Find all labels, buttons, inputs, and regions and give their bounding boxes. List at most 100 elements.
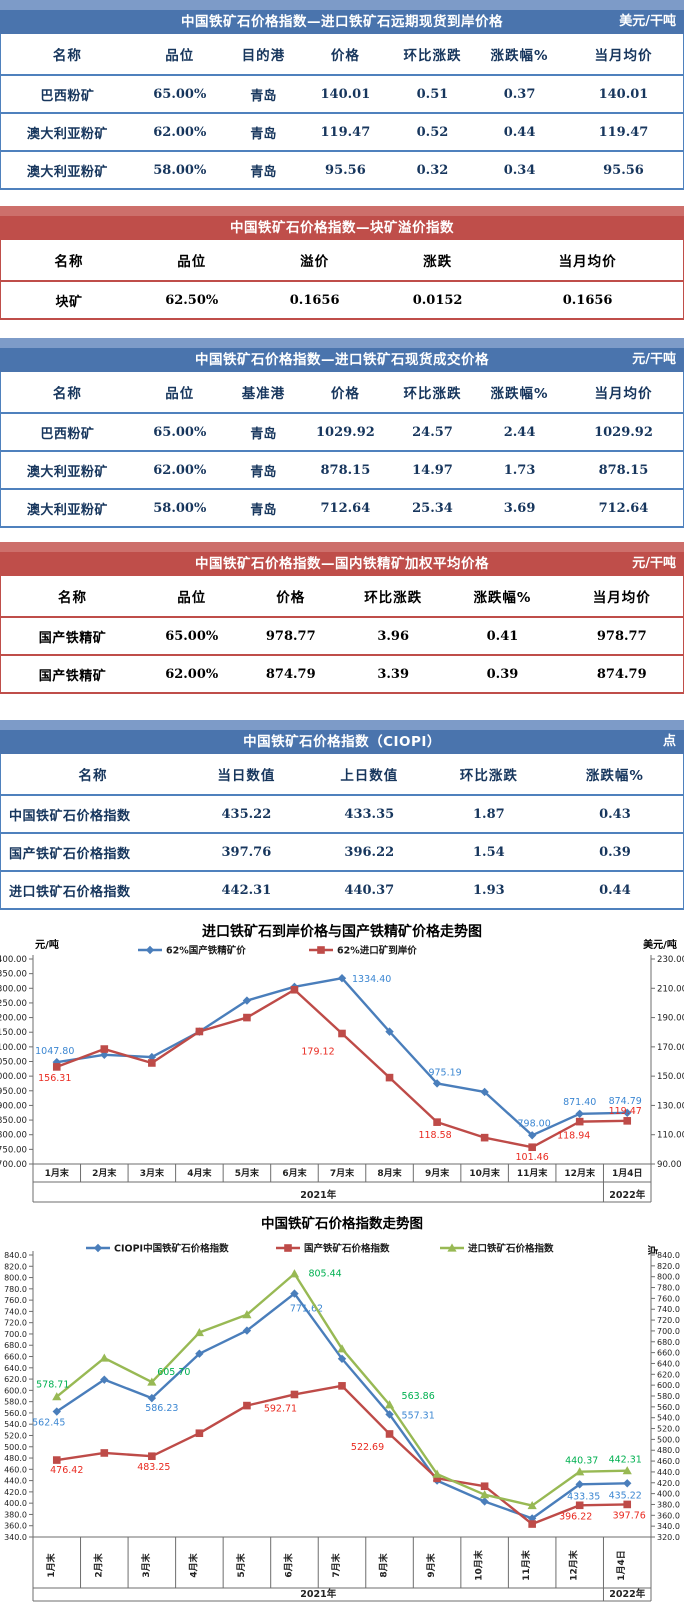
right-tick-label: 620.0 — [657, 1370, 680, 1379]
value-cell: 1.54 — [430, 833, 547, 872]
row-name-cell: 澳大利亚粉矿 — [0, 451, 134, 490]
right-tick-label: 320.0 — [657, 1533, 680, 1542]
right-tick-label: 420.0 — [657, 1479, 680, 1488]
left-tick-label: 800.0 — [4, 1274, 27, 1283]
category-label: 3月末 — [140, 1167, 165, 1179]
row-name-cell: 澳大利亚粉矿 — [0, 113, 134, 152]
column-header: 环比涨跌 — [430, 754, 547, 796]
right-tick-label: 460.0 — [657, 1457, 680, 1466]
data-label: 179.12 — [301, 1047, 334, 1058]
left-tick-label: 700.00 — [0, 1160, 27, 1170]
category-label: 4月末 — [187, 1167, 212, 1179]
column-header: 当月均价 — [560, 576, 684, 618]
table-unit: 元/干吨 — [632, 556, 676, 571]
left-tick-label: 720.0 — [4, 1319, 27, 1328]
column-header: 基准港 — [225, 372, 301, 414]
category-label: 10月末 — [473, 1549, 485, 1581]
marker-triangle — [242, 1310, 252, 1319]
left-tick-label: 800.00 — [0, 1131, 27, 1141]
year-label: 2021年 — [300, 1588, 336, 1600]
value-cell: 0.34 — [475, 151, 564, 190]
value-cell: 62.00% — [143, 655, 240, 694]
value-cell: 青岛 — [225, 151, 301, 190]
marker-square — [290, 1390, 299, 1399]
value-cell: 433.35 — [307, 795, 431, 834]
table-row: 国产铁精矿 65.00% 978.77 3.96 0.41 978.77 — [0, 617, 684, 656]
chart-legend: CIOPI中国铁矿石价格指数 国产铁矿石价格指数 进口铁矿石价格指数 — [86, 1243, 554, 1255]
right-tick-label: 130.00 — [657, 1101, 684, 1111]
left-tick-label: 740.0 — [4, 1307, 27, 1316]
value-cell: 0.1656 — [492, 281, 684, 320]
marker-square — [623, 1500, 632, 1509]
right-tick-label: 400.0 — [657, 1490, 680, 1499]
data-label: 771.62 — [290, 1304, 323, 1315]
marker-triangle — [194, 1327, 204, 1337]
left-tick-label: 1000.00 — [0, 1072, 27, 1082]
value-cell: 1029.92 — [563, 413, 684, 452]
series-square: 156.31 179.12 118.58 101.46 118.94 119.47 — [38, 985, 642, 1163]
left-tick-label: 820.0 — [4, 1262, 27, 1271]
right-tick-label: 500.0 — [657, 1435, 680, 1444]
column-header: 涨跌 — [382, 240, 493, 282]
category-label: 8月末 — [377, 1167, 402, 1179]
row-name-cell: 巴西粉矿 — [0, 413, 134, 452]
table-grid: 名称 品位 价格 环比涨跌 涨跌幅% 当月均价 国产铁精矿 65.00% 978.77 3.96 0… — [0, 576, 684, 694]
table-grid: 名称 品位 溢价 涨跌 当月均价 块矿 62.50% 0.1656 0.0152 0.1656 — [0, 240, 684, 320]
right-tick-label: 820.0 — [657, 1262, 680, 1271]
table-row: 澳大利亚粉矿 58.00% 青岛 95.56 0.32 0.34 95.56 — [0, 151, 684, 190]
data-label: 119.47 — [609, 1106, 642, 1117]
column-header: 品位 — [133, 372, 226, 414]
marker-triangle — [52, 1392, 62, 1401]
marker-triangle — [480, 1490, 490, 1499]
left-tick-label: 680.0 — [4, 1341, 27, 1350]
axes: 1400.00 1350.00 1300.00 1250.00 1200.00 1150.… — [0, 955, 684, 1202]
left-tick-label: 440.0 — [4, 1477, 27, 1486]
legend-label: 国产铁矿石价格指数 — [304, 1243, 390, 1255]
value-cell: 65.00% — [133, 75, 226, 114]
table-title-bar: 中国铁矿石价格指数（CIOPI） 点 — [0, 720, 684, 754]
data-label: 592.71 — [264, 1403, 297, 1414]
marker-square — [528, 1520, 536, 1528]
value-cell: 0.41 — [444, 617, 561, 656]
table-unit: 美元/干吨 — [619, 14, 676, 29]
marker-square — [52, 1456, 61, 1464]
data-label: 435.22 — [609, 1490, 642, 1501]
column-header: 价格 — [301, 372, 390, 414]
column-header: 环比涨跌 — [389, 34, 476, 76]
right-tick-label: 480.0 — [657, 1446, 680, 1455]
right-tick-label: 110.00 — [657, 1131, 684, 1141]
column-header: 名称 — [0, 754, 185, 796]
row-name-cell: 国产铁精矿 — [0, 655, 144, 694]
data-label: 1334.40 — [352, 974, 391, 985]
data-label: 522.69 — [351, 1442, 384, 1453]
value-cell: 435.22 — [184, 795, 308, 834]
legend-label: CIOPI中国铁矿石价格指数 — [114, 1243, 229, 1255]
left-tick-label: 1200.00 — [0, 1014, 27, 1024]
price-table-lump-premium: 中国铁矿石价格指数—块矿溢价指数 名称 品位 溢价 涨跌 当月均价 块矿 62.50% 0.1… — [0, 206, 684, 320]
value-cell: 874.79 — [239, 655, 342, 694]
marker-diamond — [575, 1109, 584, 1119]
value-cell: 0.39 — [546, 833, 684, 872]
data-label: 975.19 — [428, 1067, 461, 1078]
right-tick-label: 720.0 — [657, 1316, 680, 1325]
right-tick-label: 800.0 — [657, 1273, 680, 1282]
year-label: 2022年 — [609, 1189, 645, 1201]
column-header: 当月均价 — [492, 240, 684, 282]
marker-triangle — [337, 1344, 347, 1353]
table-title-bar: 中国铁矿石价格指数—国内铁精矿加权平均价格 元/干吨 — [0, 542, 684, 576]
left-tick-label: 580.0 — [4, 1398, 27, 1407]
series-diamond: 1047.80 1334.40 975.19 798.00 871.40 874.79 — [35, 974, 642, 1140]
category-label: 9月末 — [425, 1167, 450, 1179]
table-grid: 名称 品位 基准港 价格 环比涨跌 涨跌幅% 当月均价 巴西粉矿 65.00% 青岛 1029.92… — [0, 372, 684, 528]
column-header: 名称 — [0, 34, 134, 76]
category-label: 2月末 — [92, 1167, 117, 1179]
left-tick-label: 1300.00 — [0, 984, 27, 994]
column-header: 价格 — [301, 34, 390, 76]
marker-square — [338, 1382, 346, 1390]
data-label: 396.22 — [559, 1511, 592, 1522]
right-tick-label: 340.0 — [657, 1522, 680, 1531]
left-tick-label: 600.0 — [4, 1386, 27, 1395]
series-triangle: 578.71 605.70 805.44 563.86 440.37 442.31 — [36, 1269, 642, 1510]
left-tick-label: 760.0 — [4, 1296, 27, 1305]
